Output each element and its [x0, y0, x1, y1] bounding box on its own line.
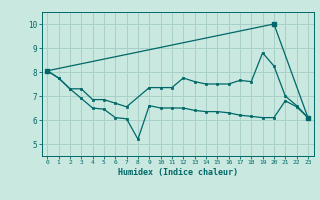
X-axis label: Humidex (Indice chaleur): Humidex (Indice chaleur) [118, 168, 237, 177]
